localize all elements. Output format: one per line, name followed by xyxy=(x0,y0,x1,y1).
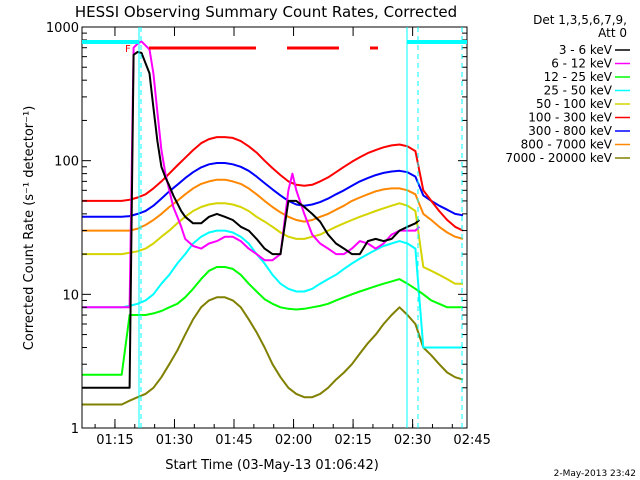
series-line xyxy=(82,40,421,309)
y-tick-label: 10 xyxy=(62,288,79,303)
x-tick-label: 02:45 xyxy=(453,433,490,448)
legend-label: 100 - 300 keV xyxy=(528,111,612,125)
series-line xyxy=(82,202,463,285)
series-line xyxy=(82,178,464,240)
series-line xyxy=(82,162,464,218)
legend-header: Att 0 xyxy=(598,26,627,40)
legend-label: 3 - 6 keV xyxy=(559,43,613,57)
legend-label: 25 - 50 keV xyxy=(544,84,613,98)
legend-label: 300 - 800 keV xyxy=(528,124,612,138)
x-tick-label: 02:00 xyxy=(275,433,312,448)
legend-label: 50 - 100 keV xyxy=(536,97,613,111)
y-tick-label: 1 xyxy=(71,422,79,437)
x-tick-label: 01:45 xyxy=(215,433,252,448)
series-line xyxy=(82,136,464,232)
legend-label: 6 - 12 keV xyxy=(551,57,613,71)
x-tick-label: 02:15 xyxy=(334,433,371,448)
plot-area: 1 10 100 1000 01:15 01:30 01:45 02:00 02:15 02:30… xyxy=(46,21,491,448)
series-line xyxy=(82,296,464,406)
series-line xyxy=(82,51,421,389)
legend-header: Det 1,3,5,6,7,9, xyxy=(533,13,627,27)
legend-label: 7000 - 20000 keV xyxy=(505,151,612,165)
x-axis-label: Start Time (03-May-13 01:06:42) xyxy=(165,458,379,473)
footer-timestamp: 2-May-2013 23:42 xyxy=(554,469,636,479)
legend-label: 800 - 7000 keV xyxy=(521,138,613,152)
flag-label: F xyxy=(125,44,131,55)
series-line xyxy=(82,266,463,376)
y-tick-label: 1000 xyxy=(46,21,79,36)
chart-title: HESSI Observing Summary Count Rates, Cor… xyxy=(75,3,457,21)
legend-label: 12 - 25 keV xyxy=(544,70,613,84)
x-tick-label: 01:30 xyxy=(156,433,193,448)
y-tick-label: 100 xyxy=(54,155,79,170)
x-tick-label: 01:15 xyxy=(96,433,133,448)
plot-frame xyxy=(81,26,468,429)
series-group xyxy=(82,40,464,406)
x-tick-label: 02:30 xyxy=(394,433,431,448)
y-axis-label: Corrected Count Rate (s⁻¹ detector⁻¹) xyxy=(22,106,37,351)
series-line xyxy=(82,229,463,349)
